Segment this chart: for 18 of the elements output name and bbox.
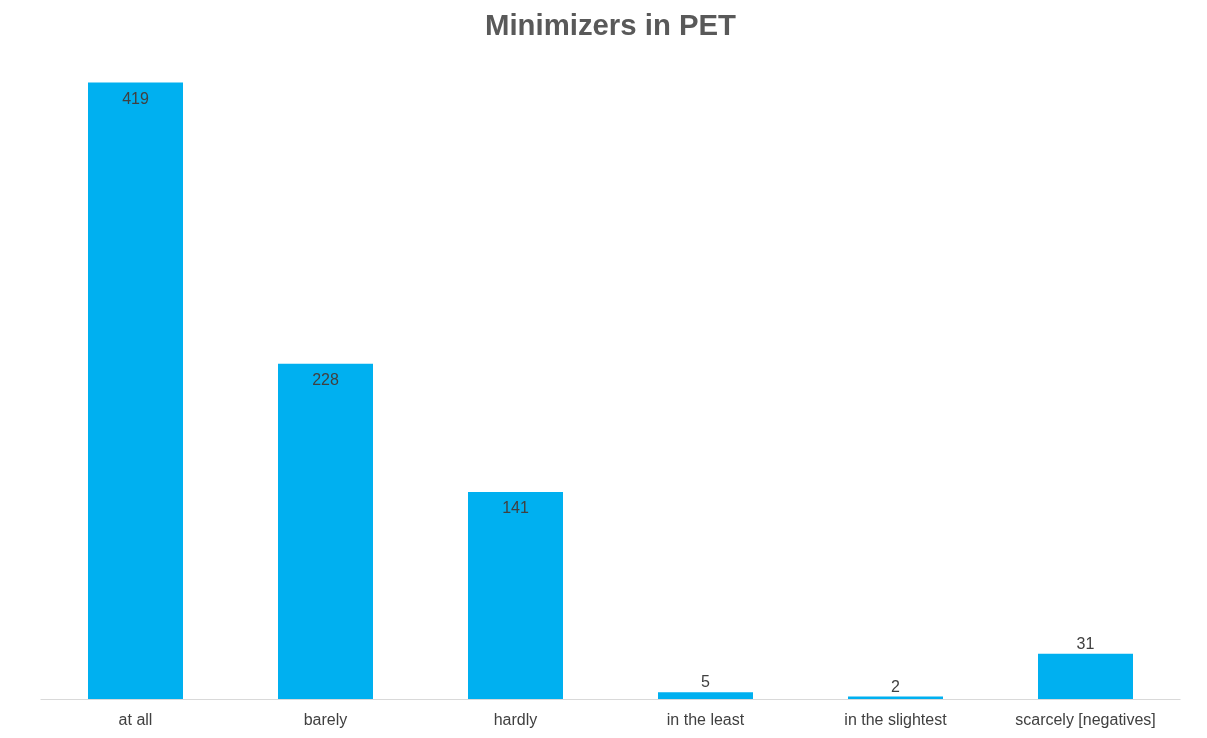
x-tick-label: scarcely [negatives]	[1015, 710, 1156, 728]
data-label: 2	[891, 677, 901, 695]
data-label: 31	[1076, 634, 1095, 652]
bar	[88, 82, 183, 700]
x-tick-label: in the slightest	[844, 710, 948, 728]
x-tick-label: at all	[118, 710, 153, 728]
bar	[468, 491, 563, 700]
data-label: 419	[122, 89, 149, 107]
x-tick-label: hardly	[493, 710, 538, 728]
x-tick-label: barely	[303, 710, 348, 728]
chart-title: Minimizers in PET	[485, 7, 737, 41]
bar	[658, 692, 753, 700]
bar	[278, 363, 373, 700]
data-label: 228	[312, 371, 339, 389]
bar	[1038, 653, 1133, 700]
data-label: 5	[701, 673, 711, 691]
data-label: 141	[502, 499, 529, 517]
x-tick-label: in the least	[666, 710, 745, 728]
